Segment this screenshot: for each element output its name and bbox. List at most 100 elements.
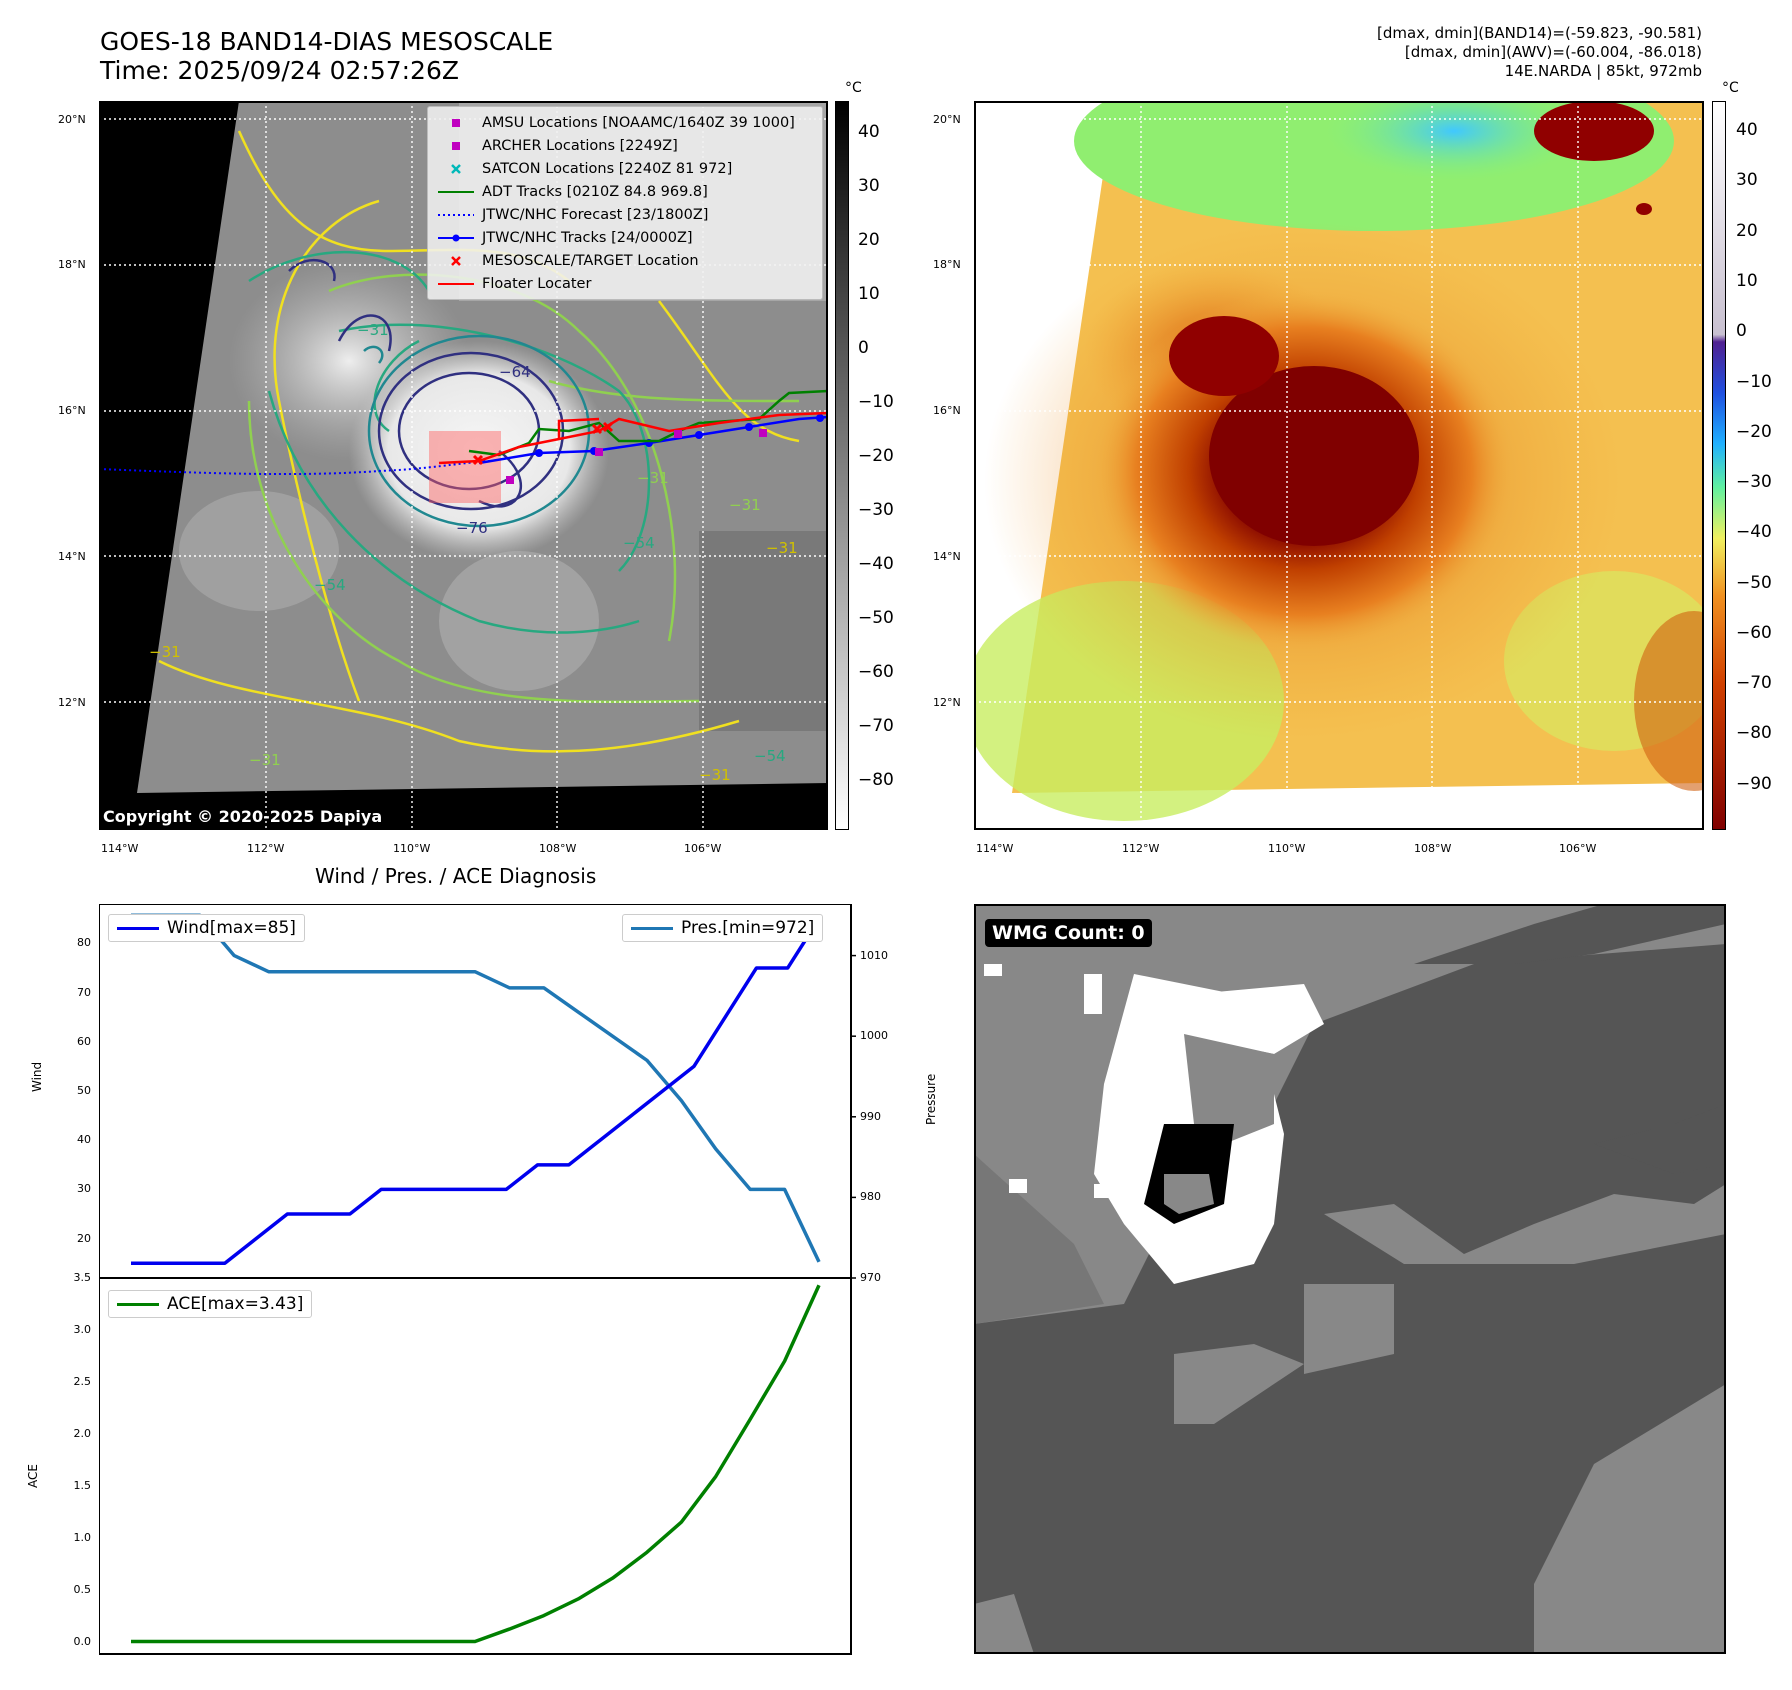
lat-label: 20°N: [933, 113, 961, 126]
axis-tick-label: 40: [77, 1133, 91, 1147]
legend-symbol: [436, 116, 476, 130]
awv-map-image: [974, 101, 1704, 830]
axis-tick-label: 1.5: [73, 1478, 92, 1492]
lon-label: 112°W: [247, 842, 285, 855]
legend-entry: JTWC/NHC Tracks [24/0000Z]: [436, 226, 814, 249]
awv-colorbar: [1712, 101, 1726, 830]
colorbar-tick: −20: [1736, 421, 1772, 442]
colorbar-tick: −30: [858, 500, 894, 520]
colorbar-tick: 20: [1736, 220, 1758, 241]
legend-label: ARCHER Locations [2249Z]: [482, 137, 678, 154]
legend-entry: JTWC/NHC Forecast [23/1800Z]: [436, 203, 814, 226]
lon-label: 114°W: [976, 842, 1014, 855]
ace-legend-label: ACE[max=3.43]: [167, 1294, 304, 1314]
contour-label: −31: [699, 766, 731, 784]
figure-time: Time: 2025/09/24 02:57:26Z: [100, 56, 459, 85]
legend-entry: AMSU Locations [NOAAMC/1640Z 39 1000]: [436, 111, 814, 134]
axis-tick-label: 20: [77, 1231, 91, 1245]
ir-map-panel: −64 −76 −31 −31 −54 −31 −54 −31 −31 −54 …: [99, 101, 828, 830]
lon-label: 108°W: [1414, 842, 1452, 855]
contour-label: −54: [623, 534, 655, 552]
colorbar-tick: 20: [858, 230, 880, 250]
wmg-count-badge: WMG Count: 0: [985, 919, 1152, 947]
colorbar-tick: −90: [1736, 773, 1772, 794]
colorbar-tick: −70: [1736, 673, 1772, 694]
colorbar-tick: 10: [858, 284, 880, 304]
lon-label: 110°W: [393, 842, 431, 855]
colorbar-tick: 0: [1736, 321, 1747, 342]
lon-label: 106°W: [684, 842, 722, 855]
wind-legend-swatch: [117, 926, 159, 930]
ir-colorbar-unit: °C: [845, 80, 862, 96]
info-awv-range: [dmax, dmin](AWV)=(-60.004, -86.018): [1404, 43, 1702, 61]
contour-label: −31: [637, 469, 669, 487]
axis-tick-label: 70: [77, 985, 91, 999]
colorbar-tick: −40: [1736, 522, 1772, 543]
info-band14-range: [dmax, dmin](BAND14)=(-59.823, -90.581): [1377, 24, 1702, 42]
axis-tick-label: 80: [77, 936, 91, 950]
lat-label: 14°N: [58, 550, 86, 563]
lat-label: 12°N: [58, 696, 86, 709]
colorbar-tick: −10: [858, 392, 894, 412]
legend-label: MESOSCALE/TARGET Location: [482, 252, 699, 269]
legend-entry: ADT Tracks [0210Z 84.8 969.8]: [436, 180, 814, 203]
lat-label: 16°N: [933, 404, 961, 417]
contour-label: −54: [754, 747, 786, 765]
lon-label: 110°W: [1268, 842, 1306, 855]
colorbar-tick: −80: [1736, 723, 1772, 744]
axis-tick-label: 0.5: [73, 1582, 92, 1596]
figure-title: GOES-18 BAND14-DIAS MESOSCALE: [100, 27, 554, 56]
lat-label: 18°N: [933, 258, 961, 271]
legend-symbol: [436, 208, 476, 222]
legend-label: JTWC/NHC Tracks [24/0000Z]: [482, 229, 693, 246]
awv-map-panel: [974, 101, 1704, 830]
axis-tick-label: 30: [77, 1182, 91, 1196]
lat-label: 18°N: [58, 258, 86, 271]
wind-ylabel: Wind: [30, 1061, 44, 1092]
ace-legend: ACE[max=3.43]: [108, 1290, 313, 1318]
wmg-panel: WMG Count: 0: [974, 904, 1726, 1654]
legend-label: Floater Locater: [482, 275, 592, 292]
pres-legend: Pres.[min=972]: [622, 914, 824, 942]
lat-label: 14°N: [933, 550, 961, 563]
lat-label: 20°N: [58, 113, 86, 126]
legend-symbol: [436, 231, 476, 245]
diag-charts: [99, 904, 856, 1655]
ace-ylabel: ACE: [26, 1464, 40, 1488]
colorbar-tick: 30: [1736, 170, 1758, 191]
info-storm: 14E.NARDA | 85kt, 972mb: [1504, 62, 1702, 80]
ir-legend: AMSU Locations [NOAAMC/1640Z 39 1000] ARC…: [427, 106, 823, 300]
axis-tick-label: 3.5: [73, 1271, 92, 1284]
legend-label: AMSU Locations [NOAAMC/1640Z 39 1000]: [482, 114, 795, 131]
axis-tick-label: 1.0: [73, 1530, 92, 1544]
legend-entry: Floater Locater: [436, 272, 814, 295]
wind-series-line: [131, 917, 821, 1265]
colorbar-tick: −40: [858, 554, 894, 574]
colorbar-tick: −80: [858, 770, 894, 790]
ir-colorbar: [835, 101, 849, 830]
axis-tick-label: 2.5: [73, 1374, 92, 1388]
legend-label: SATCON Locations [2240Z 81 972]: [482, 160, 733, 177]
wind-legend: Wind[max=85]: [108, 914, 305, 942]
lon-label: 108°W: [539, 842, 577, 855]
legend-entry: SATCON Locations [2240Z 81 972]: [436, 157, 814, 180]
lat-label: 16°N: [58, 404, 86, 417]
axis-tick-label: 1010: [860, 948, 888, 962]
colorbar-tick: −60: [1736, 622, 1772, 643]
colorbar-tick: −60: [858, 662, 894, 682]
legend-symbol: [436, 277, 476, 291]
colorbar-tick: −50: [858, 608, 894, 628]
contour-label: −31: [729, 496, 761, 514]
axis-tick-label: 60: [77, 1034, 91, 1048]
ace-series-line: [131, 1284, 821, 1644]
colorbar-tick: −30: [1736, 472, 1772, 493]
colorbar-tick: −10: [1736, 371, 1772, 392]
legend-symbol: [436, 139, 476, 153]
contour-label: −31: [149, 643, 181, 661]
legend-entry: ARCHER Locations [2249Z]: [436, 134, 814, 157]
contour-label: −64: [499, 363, 531, 381]
lon-label: 106°W: [1559, 842, 1597, 855]
pres-legend-swatch: [631, 926, 673, 930]
axis-tick-label: 970: [860, 1271, 881, 1284]
pres-legend-label: Pres.[min=972]: [681, 918, 815, 938]
